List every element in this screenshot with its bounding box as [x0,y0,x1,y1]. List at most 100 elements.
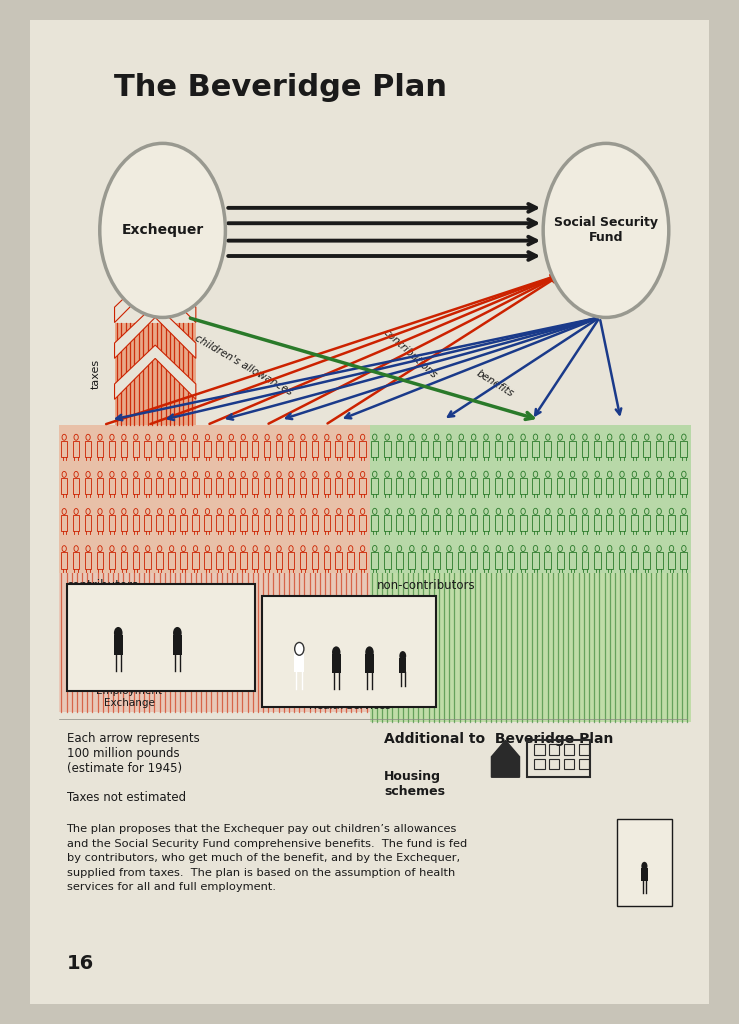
Bar [582,515,588,531]
Bar [109,440,115,458]
Bar [534,744,545,755]
Bar [252,515,259,531]
Bar [594,440,601,458]
Bar [324,552,330,568]
Bar [582,440,588,458]
Text: contributors: contributors [67,579,139,592]
Circle shape [641,862,647,870]
Bar [372,552,378,568]
Bar [252,552,259,568]
Bar [668,440,675,458]
Bar [681,440,687,458]
Polygon shape [115,304,196,358]
Bar [644,515,650,531]
Bar [120,552,127,568]
Bar [582,477,588,495]
Bar [483,552,489,568]
Bar [61,515,67,531]
Bar [370,425,691,573]
Bar [173,635,182,654]
Bar [359,440,366,458]
Bar [312,477,319,495]
Bar [582,552,588,568]
Bar [549,759,559,769]
Bar [347,552,354,568]
Bar [264,552,270,568]
Bar [420,515,428,531]
Circle shape [295,642,304,655]
Bar [276,440,282,458]
Bar [97,515,103,531]
Text: Social Security
Fund: Social Security Fund [554,216,658,245]
Bar [276,477,282,495]
Bar [470,515,477,531]
Bar [495,440,502,458]
Bar [532,477,539,495]
Bar [276,515,282,531]
Bar [73,477,79,495]
Bar [347,515,354,531]
Circle shape [543,143,669,317]
Bar [192,477,199,495]
Bar [97,552,103,568]
Bar [495,515,502,531]
Bar [409,477,415,495]
Bar [168,552,175,568]
Bar [606,477,613,495]
Bar [617,819,672,906]
Bar [300,440,306,458]
Bar [644,440,650,458]
Bar [549,744,559,755]
Bar [85,477,92,495]
Circle shape [100,143,225,317]
Bar [240,477,247,495]
Bar [483,515,489,531]
Bar [446,515,452,531]
Circle shape [365,646,374,658]
Bar [532,515,539,531]
Bar [420,552,428,568]
Polygon shape [115,345,196,399]
Bar [157,552,163,568]
Bar [631,552,638,568]
Bar [73,440,79,458]
Bar [470,477,477,495]
Bar [228,552,234,568]
Circle shape [399,651,406,660]
FancyBboxPatch shape [262,596,436,707]
Bar [61,440,67,458]
Bar [396,440,403,458]
Text: Housing
schemes: Housing schemes [384,770,446,798]
Bar [619,440,625,458]
Bar [240,440,247,458]
Bar [420,440,428,458]
Bar [192,440,199,458]
Bar [324,440,330,458]
Bar [168,477,175,495]
Bar [132,440,139,458]
Bar [409,440,415,458]
Bar [312,515,319,531]
Bar [336,440,342,458]
Bar [508,515,514,531]
Bar [409,552,415,568]
Bar [564,759,574,769]
Bar [520,515,526,531]
Text: benefits: benefits [474,369,516,399]
Bar [556,515,564,531]
Bar [532,552,539,568]
Bar [264,477,270,495]
Bar [470,552,477,568]
Bar [409,515,415,531]
Bar [372,440,378,458]
Bar [372,515,378,531]
Text: Taxes not estimated: Taxes not estimated [67,791,185,804]
Bar [446,477,452,495]
Bar [545,552,551,568]
Bar [433,440,440,458]
Bar [85,552,92,568]
Bar [73,552,79,568]
Bar [120,477,127,495]
Bar [458,440,465,458]
Bar [336,552,342,568]
